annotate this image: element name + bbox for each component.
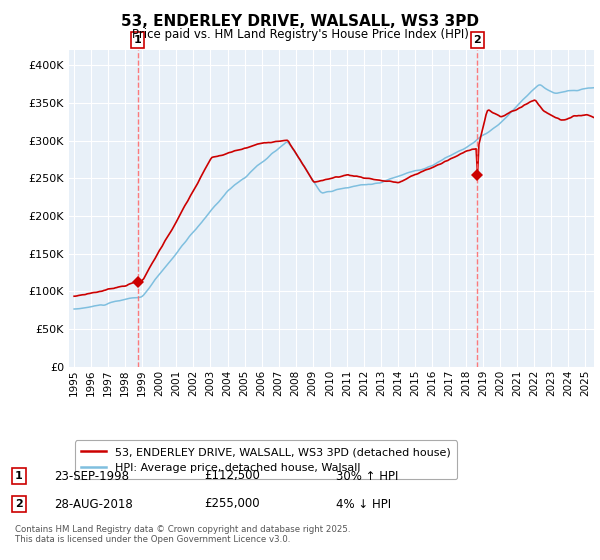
Text: Price paid vs. HM Land Registry's House Price Index (HPI): Price paid vs. HM Land Registry's House … <box>131 28 469 41</box>
Text: 2: 2 <box>15 499 23 509</box>
Legend: 53, ENDERLEY DRIVE, WALSALL, WS3 3PD (detached house), HPI: Average price, detac: 53, ENDERLEY DRIVE, WALSALL, WS3 3PD (de… <box>74 440 457 479</box>
Text: 4% ↓ HPI: 4% ↓ HPI <box>336 497 391 511</box>
Text: 28-AUG-2018: 28-AUG-2018 <box>54 497 133 511</box>
Text: £112,500: £112,500 <box>204 469 260 483</box>
Text: 23-SEP-1998: 23-SEP-1998 <box>54 469 129 483</box>
Text: 1: 1 <box>134 35 142 45</box>
Text: 53, ENDERLEY DRIVE, WALSALL, WS3 3PD: 53, ENDERLEY DRIVE, WALSALL, WS3 3PD <box>121 14 479 29</box>
Text: Contains HM Land Registry data © Crown copyright and database right 2025.
This d: Contains HM Land Registry data © Crown c… <box>15 525 350 544</box>
Text: 30% ↑ HPI: 30% ↑ HPI <box>336 469 398 483</box>
Text: 1: 1 <box>15 471 23 481</box>
Text: £255,000: £255,000 <box>204 497 260 511</box>
Text: 2: 2 <box>473 35 481 45</box>
